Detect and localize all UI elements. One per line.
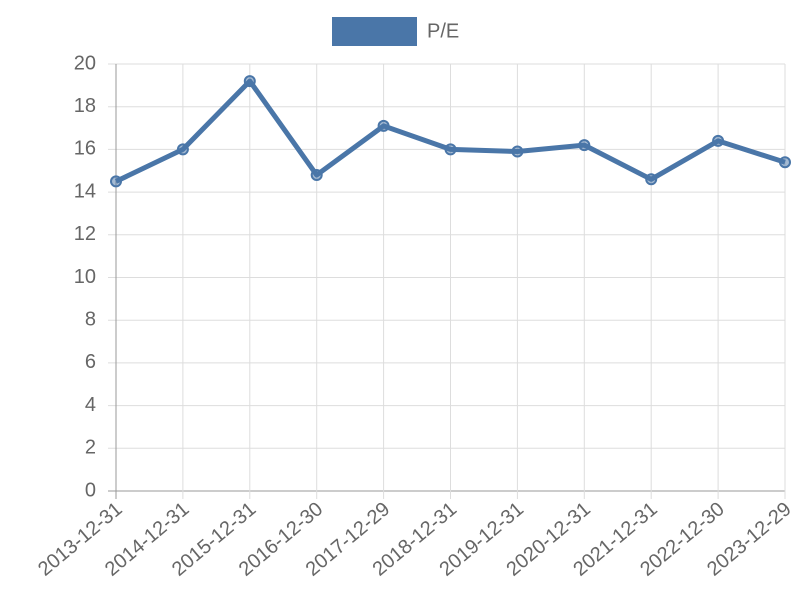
data-point — [645, 173, 658, 186]
y-tick-label: 18 — [74, 95, 96, 117]
data-point — [712, 134, 725, 147]
y-tick-label: 2 — [85, 437, 96, 459]
data-point — [310, 169, 323, 182]
data-point — [444, 143, 457, 156]
y-tick-label: 4 — [85, 394, 96, 416]
y-tick-label: 16 — [74, 138, 96, 160]
y-tick-label: 12 — [74, 223, 96, 245]
data-point — [779, 156, 791, 169]
y-tick-label: 20 — [74, 52, 96, 74]
legend-label: P/E — [427, 20, 459, 42]
y-tick-label: 8 — [85, 308, 96, 330]
y-tick-label: 14 — [74, 180, 96, 202]
data-point — [511, 145, 524, 158]
legend-swatch — [332, 17, 417, 46]
y-tick-label: 10 — [74, 266, 96, 288]
data-point — [578, 139, 591, 152]
data-point — [110, 175, 122, 188]
data-point — [377, 119, 390, 132]
data-point — [176, 143, 189, 156]
y-tick-label: 0 — [85, 479, 96, 501]
y-tick-label: 6 — [85, 351, 96, 373]
data-point — [243, 75, 256, 88]
